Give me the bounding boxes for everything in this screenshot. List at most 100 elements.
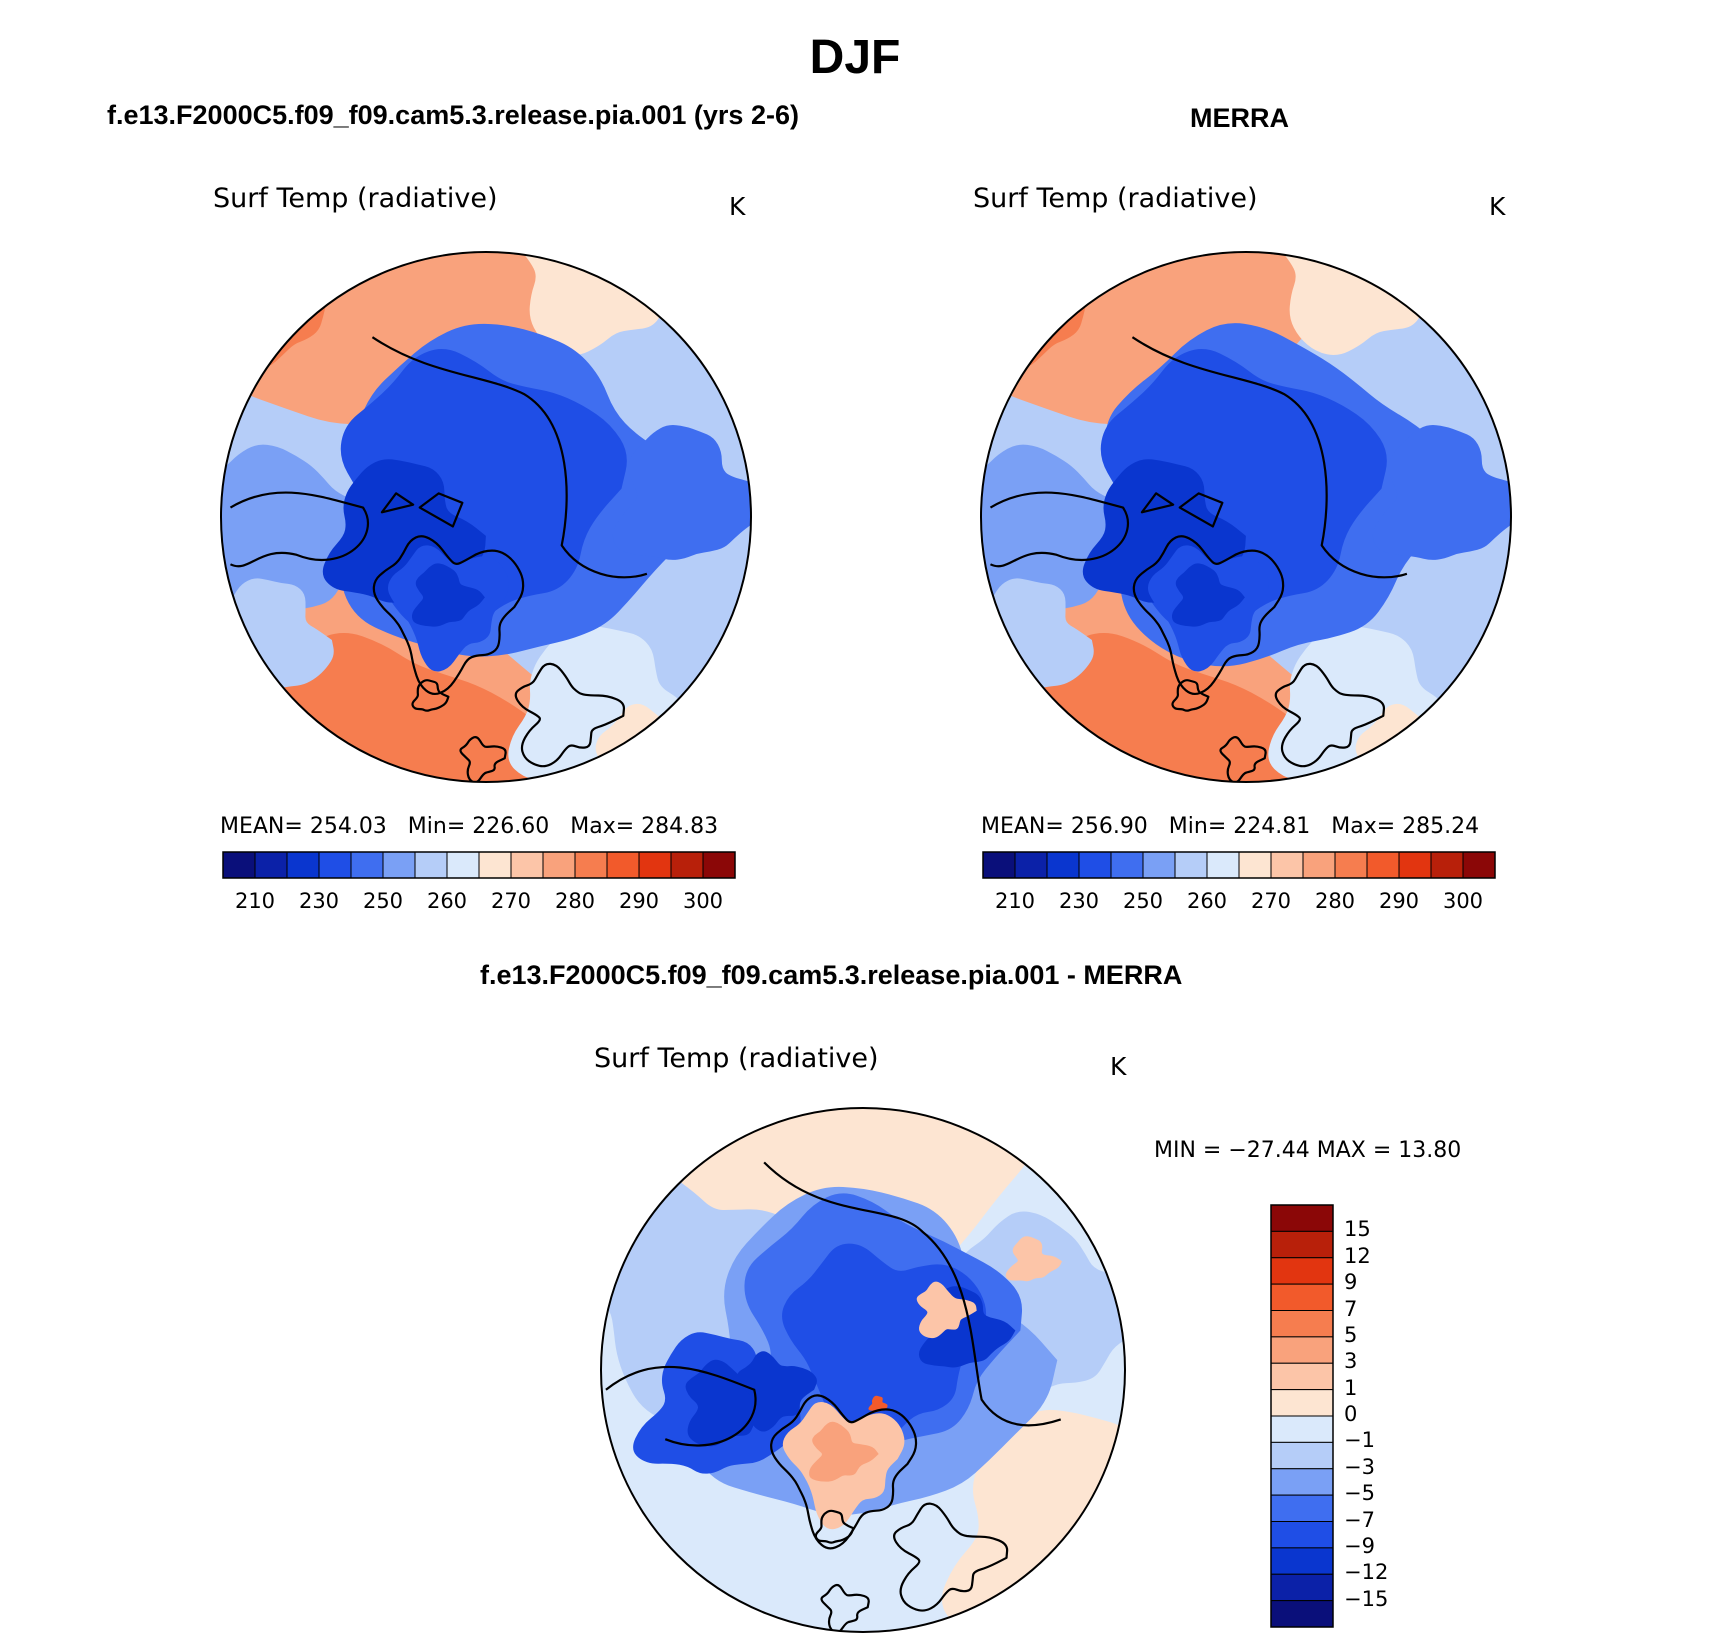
colorbar-swatch [702,851,736,879]
colorbar-swatch [1238,851,1272,879]
colorbar-swatch [286,851,320,879]
model-mean-value: 254.03 [309,814,387,839]
obs-variable-label: Surf Temp (radiative) [973,183,1258,214]
colorbar-tick-label: 9 [1344,1270,1358,1295]
colorbar-tick-label: 15 [1344,1217,1371,1242]
colorbar-tick-label: −9 [1344,1533,1375,1558]
colorbar-swatch [982,851,1016,879]
obs-mean-value: 256.90 [1070,814,1148,839]
colorbar-swatch [1270,1362,1334,1391]
map-field [601,1108,1125,1632]
coastline-britain [459,735,507,782]
colorbar-swatch [542,851,576,879]
colorbar-swatch [382,851,416,879]
coastline-hudson-bay [605,1365,757,1447]
figure-title: DJF [809,31,901,84]
colorbar-tick-label: 0 [1344,1402,1358,1426]
field-band [513,252,703,355]
colorbar-tick-label: −3 [1344,1454,1375,1479]
colorbar-tick-label: 280 [554,889,596,913]
colorbar-frame [1270,1204,1334,1628]
colorbar-swatch [1270,1336,1334,1364]
colorbar-swatch [414,851,448,879]
field-band [809,1421,879,1482]
colorbar-swatch [510,851,544,879]
obs-polar-map [980,251,1512,783]
colorbar-swatch [1174,851,1208,879]
model-polar-map [220,251,752,783]
colorbar-tick-label: 260 [426,889,468,913]
colorbar-tick-label: −5 [1344,1481,1375,1506]
model-variable-label: Surf Temp (radiative) [213,183,498,214]
colorbar-swatch [1270,1521,1334,1549]
colorbar-swatch [1270,1389,1334,1417]
obs-units-label: K [1489,192,1506,221]
diff-variable-label: Surf Temp (radiative) [594,1043,879,1074]
obs-min-value: 224.81 [1233,814,1311,839]
colorbar-swatch [1270,1468,1334,1496]
colorbar-swatch [1270,1441,1334,1470]
coastline-siberia [371,336,648,579]
colorbar-tick-label: 250 [362,889,404,913]
colorbar-swatch [638,851,672,879]
field-band [612,425,751,560]
coastline-britain [820,1583,870,1632]
colorbar-swatch [1270,1283,1334,1311]
coastline-greenland [1132,535,1285,696]
colorbar-tick-label: 12 [1344,1243,1371,1268]
coastline-scandinavia [893,1502,1009,1612]
colorbar-swatch [1078,851,1112,879]
colorbar-tick-label: −7 [1344,1507,1375,1532]
colorbar-swatch [1270,1600,1334,1628]
colorbar-swatch [446,851,480,879]
colorbar-swatch [350,851,384,879]
colorbar-swatch [1302,851,1336,879]
coastline-scandinavia [514,662,626,768]
obs-max-label: Max= [1331,814,1396,839]
coastline-hudson-bay [229,491,370,568]
colorbar-swatch [1270,851,1304,879]
obs-colorbar [982,851,1496,879]
diff-units-label: K [1110,1052,1127,1081]
coastline-arctic-archipelago [1140,492,1224,528]
field-band [868,1395,888,1412]
colorbar-swatch [1270,1204,1334,1232]
model-max-label: Max= [570,814,635,839]
colorbar-swatch [1270,1230,1334,1259]
colorbar-swatch [670,851,704,879]
field-band [1372,425,1511,560]
colorbar-tick-label: 230 [298,889,340,913]
colorbar-swatch [254,851,288,879]
coastline-britain [1219,735,1267,782]
colorbar-tick-label: 3 [1344,1349,1358,1374]
colorbar-tick-label: −1 [1344,1428,1375,1453]
colorbar-swatch [1270,1494,1334,1522]
diff-min-max-stats: MIN = −27.44 MAX = 13.80 [1154,1138,1462,1163]
colorbar-swatch [1110,851,1144,879]
colorbar-tick-label: 5 [1344,1322,1358,1347]
coastline-siberia [1131,336,1408,579]
colorbar-swatch [1270,1415,1334,1443]
colorbar-swatch [1014,851,1048,879]
field-band [411,563,485,627]
colorbar-tick-label: 300 [1442,889,1484,913]
model-min-label: Min= [407,814,466,839]
field-band [1273,252,1463,355]
colorbar-swatch [1462,851,1496,879]
coastline-iceland [1171,679,1210,712]
coastline-iceland [814,1509,855,1544]
colorbar-swatch [1142,851,1176,879]
colorbar-tick-label: 250 [1122,889,1164,913]
colorbar-tick-label: 290 [1378,889,1420,913]
map-outline [220,251,752,783]
colorbar-swatch [1206,851,1240,879]
colorbar-swatch [1270,1573,1334,1602]
colorbar-swatch [1334,851,1368,879]
map-outline [980,251,1512,783]
diff-polar-map [600,1107,1126,1633]
colorbar-tick-label: 270 [1250,889,1292,913]
colorbar-tick-label: 260 [1186,889,1228,913]
coastline-hudson-bay [989,491,1130,568]
diff-panel-title: f.e13.F2000C5.f09_f09.cam5.3.release.pia… [480,960,1183,990]
field-band [601,1108,1053,1313]
